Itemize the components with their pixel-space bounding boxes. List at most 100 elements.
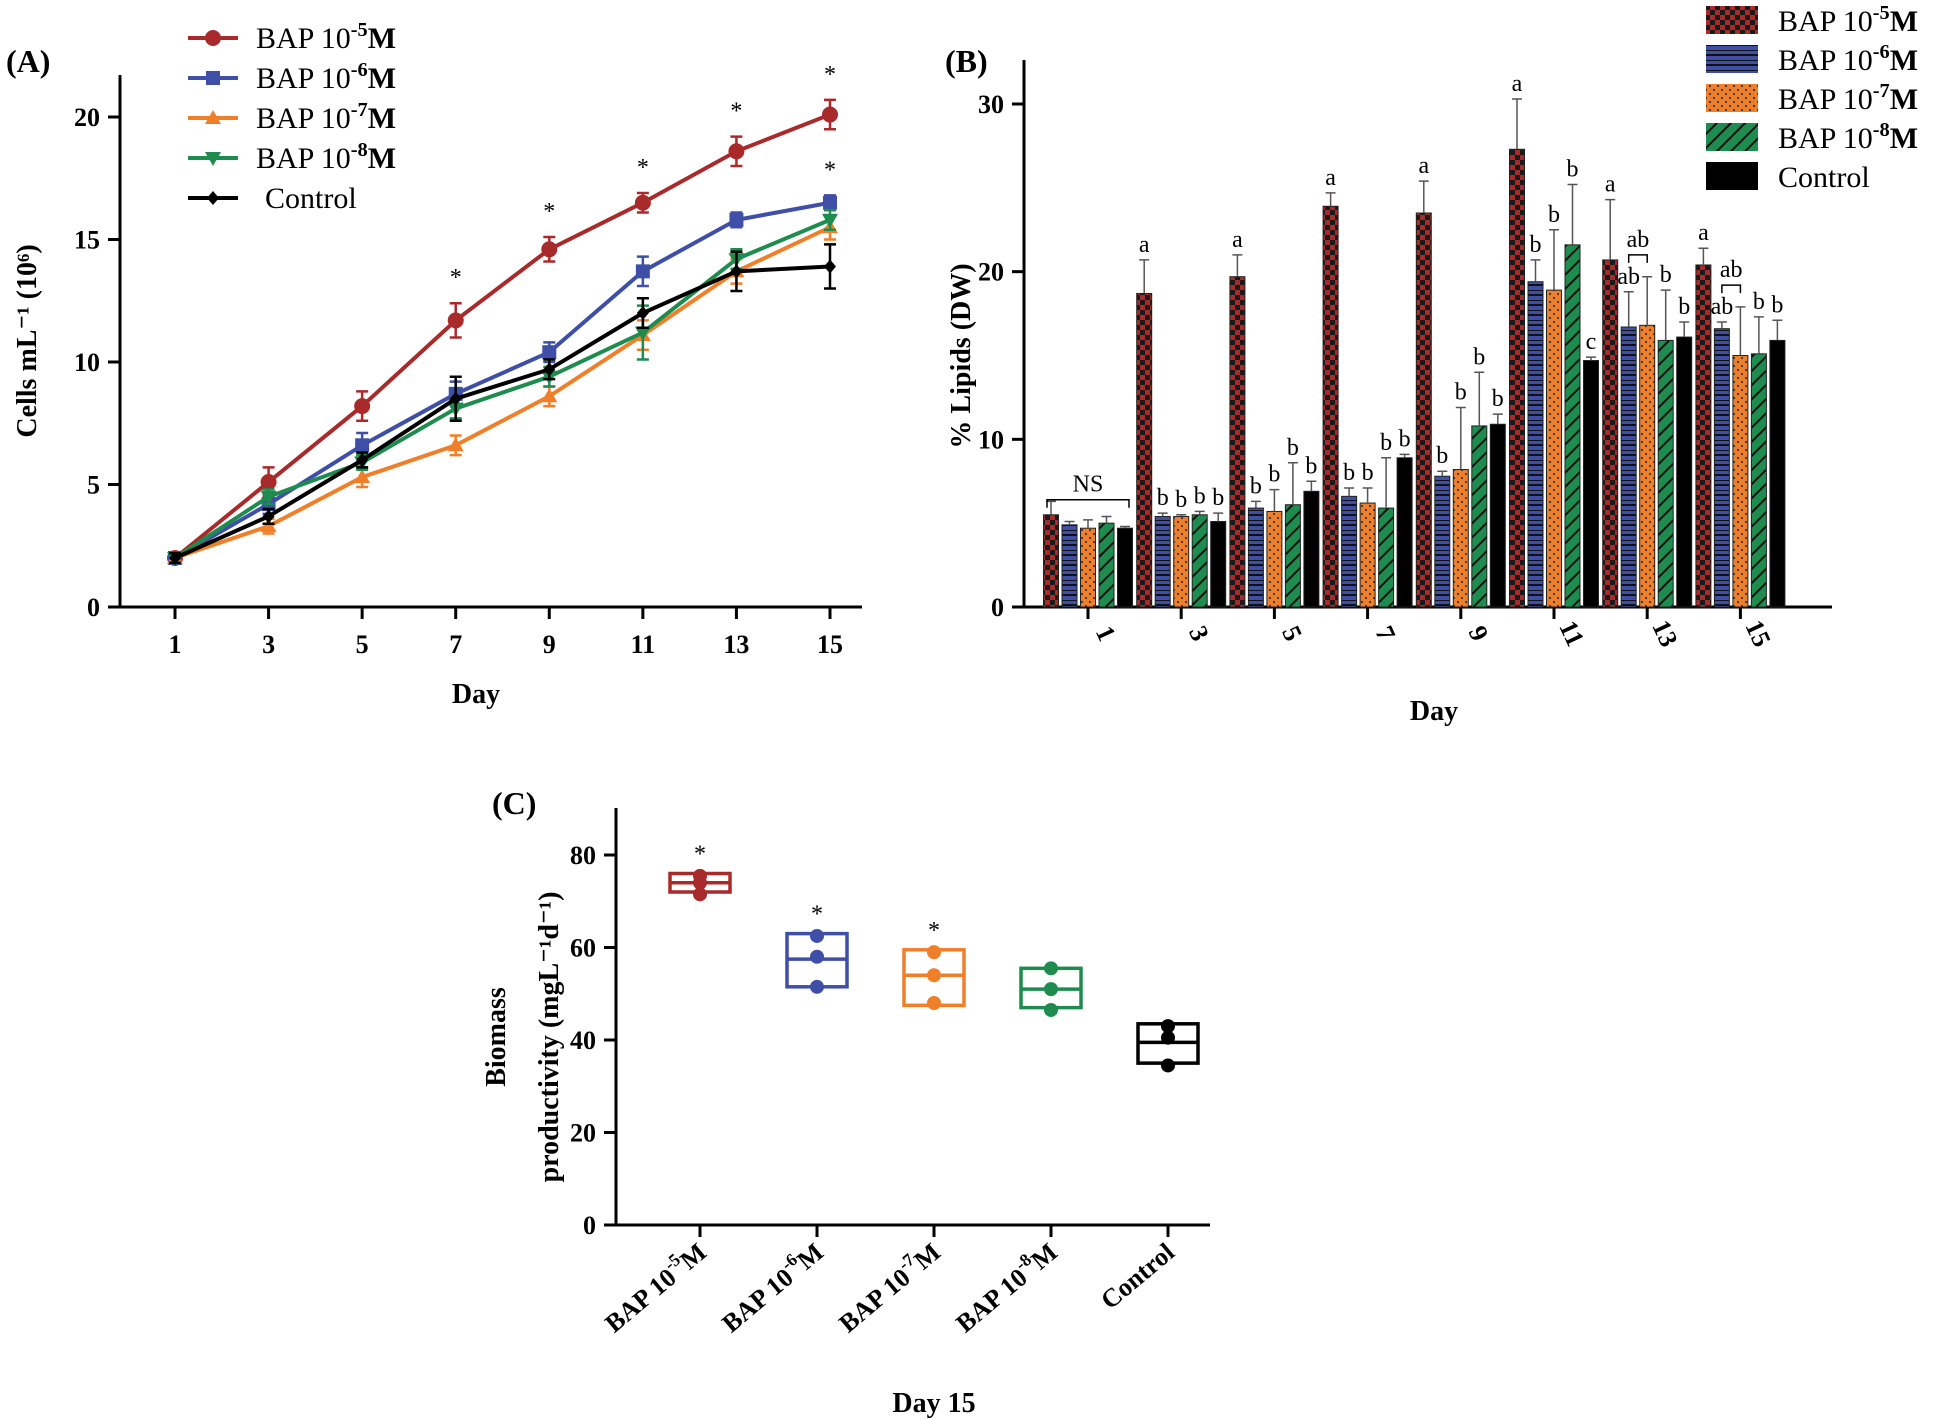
error-bar bbox=[1735, 306, 1746, 356]
line-series bbox=[169, 243, 836, 565]
bracket-label: ab bbox=[1627, 227, 1650, 253]
error-bar bbox=[1139, 259, 1150, 294]
x-tick-label: 15 bbox=[817, 630, 843, 659]
significance-letter: b bbox=[1678, 294, 1690, 320]
legend-label: Control bbox=[1778, 161, 1870, 194]
error-bar bbox=[1753, 316, 1764, 354]
bar bbox=[1471, 425, 1488, 608]
legend-label: BAP 10-8M bbox=[1778, 119, 1918, 155]
error-bar bbox=[1213, 512, 1224, 522]
data-point bbox=[1044, 982, 1058, 997]
bracket: ab bbox=[1627, 227, 1650, 263]
y-tick-label: 20 bbox=[74, 103, 100, 132]
x-tick-label: BAP 10-8M bbox=[947, 1234, 1063, 1339]
significance-letter: b bbox=[1548, 202, 1560, 228]
legend-label: BAP 10-6M bbox=[1778, 41, 1918, 77]
bar bbox=[1732, 355, 1749, 608]
x-tick-label: 3 bbox=[1183, 621, 1215, 645]
error-bar bbox=[1567, 183, 1578, 245]
box-group: * bbox=[785, 902, 849, 994]
data-point bbox=[693, 868, 707, 883]
x-tick-label: 5 bbox=[356, 630, 369, 659]
data-point bbox=[1161, 1030, 1175, 1045]
data-point bbox=[260, 518, 277, 533]
data-point bbox=[354, 398, 371, 415]
error-bar bbox=[1512, 98, 1522, 150]
bar bbox=[1657, 339, 1674, 608]
error-bar bbox=[1679, 321, 1690, 338]
bar bbox=[1229, 276, 1246, 608]
significance-letter: a bbox=[1418, 153, 1429, 179]
panel-c-x-axis-title: Day 15 bbox=[892, 1388, 975, 1419]
bar bbox=[1173, 515, 1190, 608]
error-bar bbox=[1455, 406, 1466, 470]
error-bar bbox=[1399, 453, 1410, 458]
x-tick-label: BAP 10-6M bbox=[713, 1234, 829, 1339]
data-point bbox=[260, 490, 277, 505]
error-bar bbox=[1250, 500, 1261, 509]
panel-b-label: (B) bbox=[945, 43, 988, 79]
bracket-label: NS bbox=[1073, 472, 1104, 498]
error-bar bbox=[1306, 480, 1317, 492]
significance-letter: b bbox=[1455, 379, 1467, 405]
line-series bbox=[167, 98, 838, 566]
data-point bbox=[262, 509, 275, 524]
significance-star: * bbox=[928, 918, 940, 944]
data-point bbox=[260, 474, 277, 491]
box-group bbox=[1136, 1019, 1200, 1073]
data-point bbox=[447, 312, 464, 329]
data-point bbox=[354, 469, 371, 484]
error-bar bbox=[1586, 356, 1596, 361]
data-point bbox=[823, 195, 837, 210]
legend-item: BAP 10-5M bbox=[188, 19, 396, 55]
error-bar bbox=[1660, 289, 1671, 341]
bar bbox=[1713, 328, 1730, 608]
error-bar bbox=[1120, 525, 1130, 529]
data-point bbox=[728, 143, 745, 160]
error-bar bbox=[1772, 319, 1783, 341]
data-point bbox=[169, 551, 181, 565]
bar bbox=[1266, 510, 1283, 608]
error-bar bbox=[1176, 514, 1187, 517]
legend-swatch bbox=[1706, 123, 1758, 151]
data-point bbox=[810, 979, 824, 994]
data-point bbox=[693, 887, 707, 902]
data-point bbox=[824, 259, 836, 274]
error-bar bbox=[1157, 512, 1168, 517]
legend-marker bbox=[206, 71, 220, 85]
bar bbox=[1489, 423, 1506, 608]
data-point bbox=[1161, 1058, 1175, 1073]
error-bar bbox=[1698, 247, 1709, 265]
bar-series: bb bbb bbox=[1080, 202, 1749, 608]
legend-marker bbox=[205, 30, 221, 46]
error-bar bbox=[1418, 180, 1429, 213]
legend-label: BAP 10-6M bbox=[256, 59, 396, 95]
bar bbox=[1247, 507, 1264, 608]
bar bbox=[1676, 336, 1693, 608]
legend-marker bbox=[205, 110, 221, 124]
panel-c-y-axis-title-line2: productivity (mgL⁻¹d⁻¹) bbox=[534, 892, 565, 1183]
y-tick-label: 15 bbox=[74, 226, 100, 255]
error-bar bbox=[1549, 229, 1559, 291]
data-point bbox=[543, 362, 556, 377]
error-bar bbox=[1605, 198, 1616, 260]
data-point bbox=[635, 264, 650, 279]
data-point bbox=[1044, 1002, 1058, 1017]
error-bar bbox=[1492, 413, 1503, 425]
significance-letter: b bbox=[1343, 460, 1355, 486]
panel-a-label: (A) bbox=[6, 43, 50, 79]
significance-letter: b bbox=[1473, 344, 1485, 370]
error-bar bbox=[1623, 291, 1634, 327]
error-bar bbox=[1269, 488, 1280, 512]
legend-item: Control bbox=[188, 182, 357, 215]
x-tick-label: 15 bbox=[1739, 615, 1776, 651]
legend-swatch bbox=[1706, 6, 1758, 34]
error-bar bbox=[1344, 487, 1355, 497]
bar bbox=[1303, 490, 1320, 608]
error-bar bbox=[1232, 254, 1243, 277]
legend-marker bbox=[205, 152, 221, 166]
y-tick-label: 20 bbox=[978, 258, 1004, 287]
bar bbox=[1043, 514, 1059, 608]
